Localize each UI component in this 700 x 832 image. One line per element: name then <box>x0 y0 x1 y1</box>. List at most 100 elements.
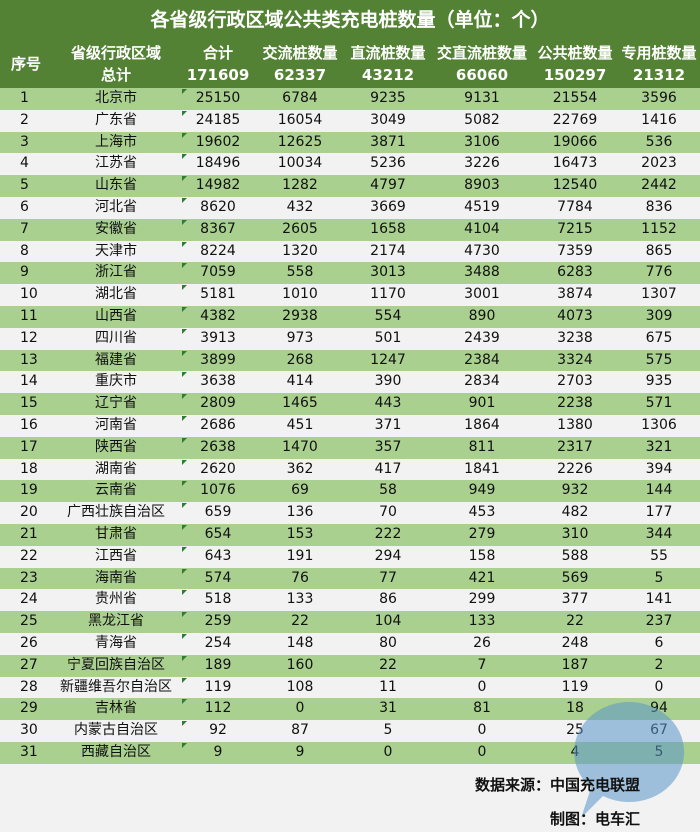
cell: 394 <box>645 460 673 477</box>
cell: 3913 <box>180 328 256 350</box>
table-row: 8 天津市 8224 1320 2174 4730 7359 865 <box>0 241 700 263</box>
cell: 6784 <box>282 90 318 106</box>
cell: 136 <box>286 504 314 521</box>
header-sum: 150297 <box>543 66 607 84</box>
cell: 248 <box>561 634 589 651</box>
cell: 12540 <box>552 177 598 194</box>
cell: 青海省 <box>95 634 137 651</box>
cell-marker-icon <box>182 285 187 291</box>
cell: 黑龙江省 <box>88 613 144 630</box>
cell: 9 <box>180 742 256 764</box>
cell: 7059 <box>180 262 256 284</box>
cell: 569 <box>561 569 589 586</box>
cell: 414 <box>286 373 314 390</box>
cell: 9 <box>295 743 305 760</box>
cell: 575 <box>645 351 673 368</box>
cell: 558 <box>286 264 314 281</box>
table-row: 28 新疆维吾尔自治区 119 108 11 0 119 0 <box>0 677 700 699</box>
cell: 153 <box>286 525 314 542</box>
cell: 1152 <box>641 220 677 237</box>
cell: 299 <box>468 591 496 608</box>
cell: 2605 <box>282 220 318 237</box>
cell: 148 <box>286 634 314 651</box>
table-row: 13 福建省 3899 268 1247 2384 3324 575 <box>0 349 700 372</box>
cell-marker-icon <box>182 110 187 116</box>
cell: 377 <box>561 591 589 608</box>
cell-marker-icon <box>182 372 187 378</box>
cell: 2686 <box>180 415 256 437</box>
cell: 2384 <box>464 351 500 368</box>
cell: 25150 <box>180 88 256 110</box>
cell: 0 <box>383 743 393 760</box>
cell-marker-icon <box>182 154 187 160</box>
table-row: 18 湖南省 2620 362 417 1841 2226 394 <box>0 459 700 481</box>
cell: 1320 <box>282 242 318 259</box>
cell: 3874 <box>557 286 593 303</box>
cell: 321 <box>645 438 673 455</box>
cell: 8620 <box>180 197 256 219</box>
cell: 江西省 <box>95 547 137 564</box>
cell: 1864 <box>464 416 500 433</box>
table-row: 20 广西壮族自治区 659 136 70 453 482 177 <box>0 502 700 524</box>
cell: 5181 <box>180 284 256 306</box>
table-row: 10 湖北省 5181 1010 1170 3001 3874 1307 <box>0 284 700 306</box>
cell: 2174 <box>370 242 406 259</box>
cell: 1170 <box>370 286 406 303</box>
table-row: 4 江苏省 18496 10034 5236 3226 16473 2023 <box>0 153 700 175</box>
cell: 7359 <box>557 242 593 259</box>
table-row: 27 宁夏回族自治区 189 160 22 7 187 2 <box>0 654 700 677</box>
cell: 12 <box>20 329 38 346</box>
cell: 104 <box>374 613 402 630</box>
cell: 932 <box>561 482 589 499</box>
table-row: 29 吉林省 112 0 31 81 18 94 <box>0 698 700 721</box>
cell-marker-icon <box>182 742 187 748</box>
cell: 901 <box>468 395 496 412</box>
cell: 2317 <box>557 438 593 455</box>
cell-marker-icon <box>182 524 187 530</box>
cell: 上海市 <box>95 133 137 150</box>
cell: 536 <box>645 133 673 150</box>
cell: 2442 <box>641 177 677 194</box>
header-index: 序号 <box>10 55 41 73</box>
header-province-label: 省级行政区域 <box>70 44 161 62</box>
table-row: 6 河北省 8620 432 3669 4519 7784 836 <box>0 197 700 219</box>
cell: 3488 <box>464 264 500 281</box>
cell: 177 <box>645 504 673 521</box>
cell: 9131 <box>464 90 500 106</box>
table-row: 12 四川省 3913 973 501 2439 3238 675 <box>0 328 700 350</box>
table-row: 9 浙江省 7059 558 3013 3488 6283 776 <box>0 262 700 285</box>
cell: 3638 <box>180 371 256 393</box>
header-sum: 62337 <box>273 66 327 84</box>
cell: 海南省 <box>95 569 137 586</box>
header-label: 合计 <box>202 44 233 62</box>
cell: 四川省 <box>95 329 137 346</box>
cell: 江苏省 <box>95 155 137 172</box>
cell: 443 <box>374 395 402 412</box>
table-row: 23 海南省 574 76 77 421 569 5 <box>0 567 700 590</box>
table-title: 各省级行政区域公共类充电桩数量（单位：个） <box>0 0 700 40</box>
cell: 3899 <box>180 350 256 372</box>
cell-marker-icon <box>182 655 187 661</box>
cell: 554 <box>374 307 402 324</box>
cell: 吉林省 <box>95 700 137 717</box>
cell: 371 <box>374 416 402 433</box>
cell-marker-icon <box>182 394 187 400</box>
cell: 310 <box>561 525 589 542</box>
cell: 189 <box>180 655 256 677</box>
cell: 17 <box>20 438 38 455</box>
cell: 309 <box>645 307 673 324</box>
cell: 甘肃省 <box>95 525 137 542</box>
cell: 26 <box>473 634 491 651</box>
cell: 3106 <box>464 133 500 150</box>
cell: 1416 <box>641 111 677 128</box>
cell: 19 <box>20 482 38 499</box>
cell: 陕西省 <box>95 438 137 455</box>
cell: 935 <box>645 373 673 390</box>
cell: 24185 <box>180 110 256 132</box>
header-private: 专用桩数量 21312 <box>618 40 700 88</box>
cell: 811 <box>468 438 496 455</box>
cell: 重庆市 <box>95 373 137 390</box>
cell: 76 <box>291 569 309 586</box>
cell: 31 <box>20 743 38 760</box>
cell: 2439 <box>464 329 500 346</box>
